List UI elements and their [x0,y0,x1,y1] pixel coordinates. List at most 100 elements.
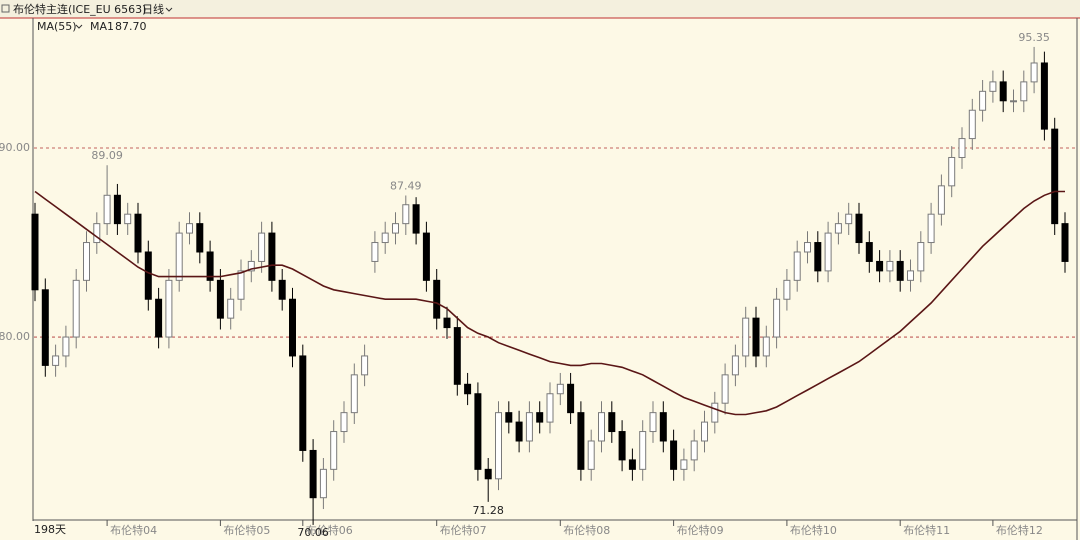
candle-body [258,232,266,262]
candle-body [979,90,987,111]
candle-body [299,355,307,451]
candle-body [649,412,657,433]
high-label: 89.09 [91,149,123,162]
candle-body [464,383,472,395]
candle-body [505,412,513,423]
candle-body [350,374,358,414]
candle-body [587,440,595,470]
indicator-chevron[interactable] [75,24,83,29]
candle-body [999,81,1007,102]
candle-body [412,204,420,234]
candle-body [1020,81,1028,102]
candle-body [206,251,214,281]
candle-body [237,270,245,300]
candle-body [567,383,575,414]
candle-body [175,232,183,281]
candle-body [701,421,708,442]
candle-body [62,336,70,357]
candle-body [876,260,884,272]
period-selector[interactable]: 日线 [142,2,164,16]
candle-body [834,223,842,234]
candle-body [155,298,163,338]
candle-body [495,412,502,480]
x-tick-label: 布伦特10 [790,523,837,537]
candle-body [392,223,399,234]
candle-body [165,279,173,338]
candle-body [628,459,636,470]
candle-body [752,317,760,357]
candle-body [83,242,90,281]
menu-icon[interactable] [1,4,10,13]
candle-body [670,440,678,470]
candle-body [453,327,461,385]
candle-body [731,355,739,376]
candle-body [381,232,389,244]
candle-body [1030,62,1038,83]
candle-body [278,279,286,300]
x-tick-label: 布伦特05 [223,523,270,537]
days-label: 198天 [34,523,66,536]
candle-body [577,412,585,470]
candle-body [134,213,142,253]
candle-body [773,298,781,338]
low-label: 70.06 [297,526,329,539]
candle-body [474,393,482,470]
candle-body [41,289,49,366]
candle-body [742,317,750,357]
candle-body [319,468,327,499]
candle-body [804,242,811,253]
candle-body [144,251,152,300]
high-label: 87.49 [390,179,422,192]
candle-body [958,138,966,158]
candle-body [402,204,410,225]
toolbar [0,0,1080,18]
candle-body [536,412,544,423]
candle-body [845,213,853,225]
period-chevron[interactable] [165,7,173,12]
candle-body [546,393,554,423]
candle-body [525,412,533,442]
indicator-name[interactable]: MA(55) [37,20,77,33]
candle-body [433,279,441,319]
candle-body [268,232,276,281]
candle-body [639,431,647,470]
x-tick-label: 布伦特06 [306,523,353,537]
candle-body [124,213,132,225]
candle-body [659,412,667,442]
candle-body [309,449,317,499]
candle-body [824,232,832,272]
candle-body [989,81,997,92]
candle-body [680,459,688,470]
candle-body [927,213,935,244]
candle-body [371,242,379,262]
ma-last-value: 87.70 [115,20,147,33]
x-tick-label: 布伦特07 [440,523,487,537]
y-tick-label: 80.00 [0,330,30,343]
candle-body [814,242,822,272]
candle-body [598,412,605,442]
candle-body [93,223,101,244]
candle-body [762,336,770,357]
candle-body [793,251,801,281]
candle-body [361,355,369,376]
candle-body [556,383,564,395]
candle-body [216,279,224,319]
instrument-title[interactable]: 布伦特主连(ICE_EU 6563) [13,2,146,16]
candle-body [515,421,523,442]
ma-line [34,190,1065,416]
candle-body [1040,62,1048,130]
candle-body [72,279,80,338]
low-label: 71.28 [472,504,504,517]
candle-body [186,223,193,234]
candle-body [865,242,873,262]
candle-body [196,223,204,253]
x-tick-label: 布伦特09 [677,523,724,537]
y-tick-label: 90.00 [0,141,30,154]
candle-body [721,374,729,404]
candle-body [608,412,616,433]
candle-body [1061,223,1069,262]
candle-body [289,298,296,357]
candle-body [484,468,492,480]
candle-body [31,213,39,291]
